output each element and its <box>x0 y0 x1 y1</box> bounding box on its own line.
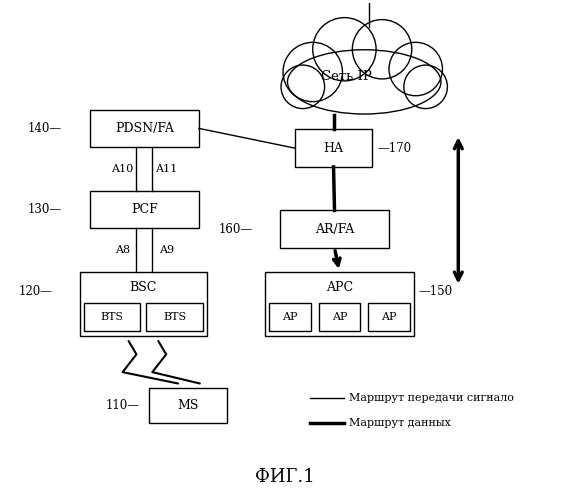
Bar <box>269 304 311 331</box>
Text: 120—: 120— <box>18 285 53 298</box>
Text: Сеть IP: Сеть IP <box>321 70 372 84</box>
Text: BTS: BTS <box>100 312 124 322</box>
Circle shape <box>313 18 376 81</box>
Circle shape <box>283 42 343 102</box>
Circle shape <box>354 21 411 78</box>
Text: APC: APC <box>326 281 353 294</box>
Text: AR/FA: AR/FA <box>315 222 354 235</box>
Text: AP: AP <box>282 312 297 322</box>
Text: 160—: 160— <box>218 222 252 235</box>
Text: MS: MS <box>177 399 199 412</box>
Circle shape <box>405 66 446 107</box>
Circle shape <box>389 42 443 96</box>
Text: A10: A10 <box>111 164 134 174</box>
Text: ФИГ.1: ФИГ.1 <box>255 468 315 486</box>
Text: PCF: PCF <box>131 203 158 216</box>
Text: Маршрут данных: Маршрут данных <box>349 418 451 428</box>
Bar <box>319 304 360 331</box>
Circle shape <box>281 65 325 108</box>
Bar <box>84 304 140 331</box>
Bar <box>265 272 414 336</box>
Circle shape <box>404 65 448 108</box>
Circle shape <box>391 44 441 94</box>
Circle shape <box>283 66 323 107</box>
Bar <box>150 388 227 423</box>
Text: HA: HA <box>324 142 344 154</box>
Ellipse shape <box>289 51 440 112</box>
Bar <box>295 130 372 167</box>
Text: AP: AP <box>332 312 347 322</box>
Bar <box>90 190 199 228</box>
Text: A11: A11 <box>155 164 178 174</box>
Text: Маршрут передачи сигнало: Маршрут передачи сигнало <box>349 394 514 404</box>
Circle shape <box>314 19 375 80</box>
Bar <box>80 272 207 336</box>
Text: —170: —170 <box>377 142 411 154</box>
Circle shape <box>284 44 341 100</box>
Text: —150: —150 <box>419 285 453 298</box>
Text: PDSN/FA: PDSN/FA <box>115 122 174 135</box>
Ellipse shape <box>287 50 441 114</box>
Bar <box>146 304 203 331</box>
Text: 140—: 140— <box>28 122 62 135</box>
Text: BSC: BSC <box>130 281 157 294</box>
Bar <box>280 210 389 248</box>
Bar <box>368 304 410 331</box>
Text: AP: AP <box>381 312 397 322</box>
Bar <box>90 110 199 147</box>
Text: 110—: 110— <box>106 399 139 412</box>
Text: BTS: BTS <box>163 312 186 322</box>
Text: A9: A9 <box>159 245 174 255</box>
Circle shape <box>352 20 412 79</box>
Text: 130—: 130— <box>28 203 62 216</box>
Text: A8: A8 <box>115 245 130 255</box>
